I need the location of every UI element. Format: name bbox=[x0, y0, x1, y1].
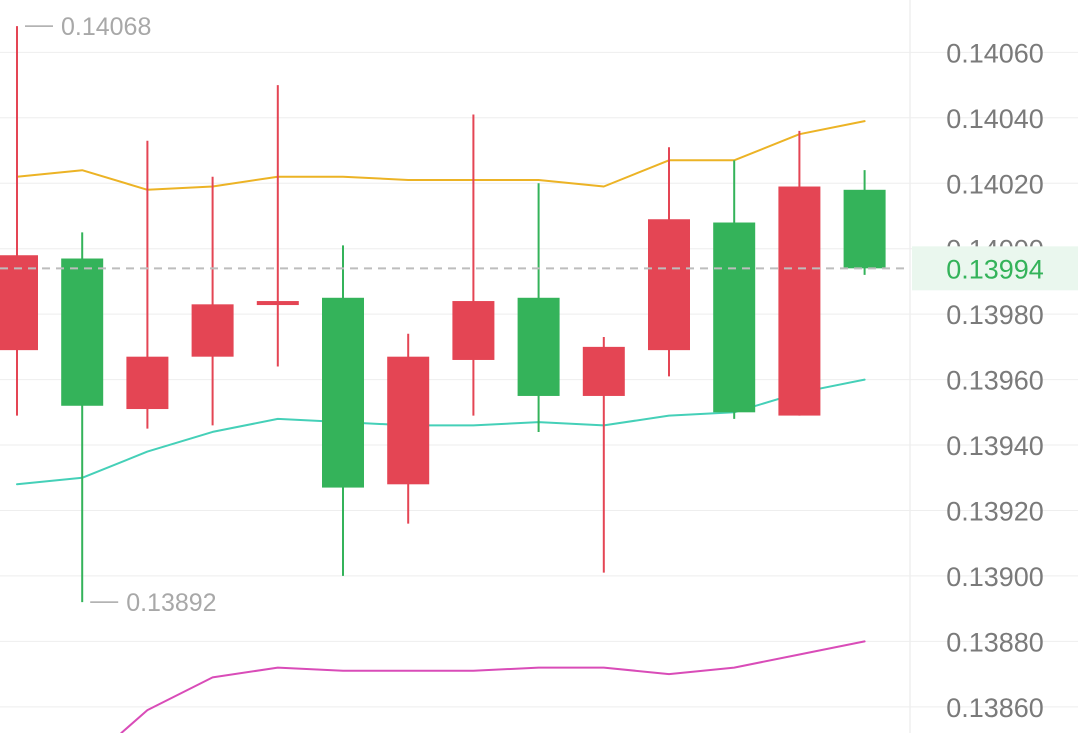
candle-body bbox=[322, 297, 364, 488]
candles bbox=[0, 26, 886, 603]
y-tick-label: 0.14020 bbox=[946, 169, 1044, 199]
candle bbox=[517, 183, 560, 432]
chart-overlays: 0.13994 0.14068 0.13892 bbox=[0, 13, 1078, 617]
candle bbox=[713, 160, 756, 419]
candle-body bbox=[387, 356, 430, 485]
moving-average-lines bbox=[16, 120, 866, 734]
current-price-badge bbox=[912, 246, 1078, 291]
low-annotation-label: 0.13892 bbox=[126, 589, 216, 617]
candle bbox=[256, 85, 299, 367]
candle bbox=[452, 114, 495, 416]
high-annotation-label: 0.14068 bbox=[61, 13, 151, 41]
candle-body bbox=[126, 356, 169, 410]
y-tick-label: 0.13900 bbox=[946, 562, 1044, 592]
candle bbox=[191, 176, 234, 426]
ma-line-teal bbox=[16, 378, 866, 486]
candle bbox=[843, 170, 886, 275]
candle-body bbox=[713, 222, 756, 413]
candle bbox=[322, 245, 364, 576]
candle bbox=[778, 130, 821, 416]
y-tick-label: 0.13920 bbox=[946, 496, 1044, 526]
candle bbox=[126, 140, 169, 429]
y-tick-label: 0.13940 bbox=[946, 431, 1044, 461]
candle-body bbox=[582, 346, 625, 396]
candle-body bbox=[0, 255, 38, 351]
ma-line-magenta bbox=[120, 640, 866, 734]
candle-body bbox=[778, 186, 821, 416]
ma-line-yellow bbox=[16, 120, 866, 191]
y-tick-label: 0.13960 bbox=[946, 366, 1044, 396]
candle-body bbox=[191, 304, 234, 357]
candle bbox=[61, 232, 104, 603]
candle bbox=[0, 26, 38, 416]
current-price-label: 0.13994 bbox=[946, 254, 1044, 284]
y-tick-label: 0.13980 bbox=[946, 300, 1044, 330]
candle bbox=[648, 147, 690, 377]
candle bbox=[582, 337, 625, 573]
y-tick-label: 0.13860 bbox=[946, 693, 1044, 723]
y-tick-label: 0.14060 bbox=[946, 38, 1044, 68]
candle-body bbox=[256, 301, 299, 306]
price-axis: 0.140600.140400.140200.140000.139800.139… bbox=[946, 38, 1044, 722]
candle-body bbox=[517, 297, 560, 396]
candle bbox=[387, 333, 430, 524]
y-tick-label: 0.13880 bbox=[946, 627, 1044, 657]
y-tick-label: 0.14040 bbox=[946, 104, 1044, 134]
candle-body bbox=[648, 219, 690, 351]
candle-body bbox=[843, 189, 886, 269]
candle-body bbox=[452, 301, 495, 360]
candle-body bbox=[61, 258, 104, 406]
